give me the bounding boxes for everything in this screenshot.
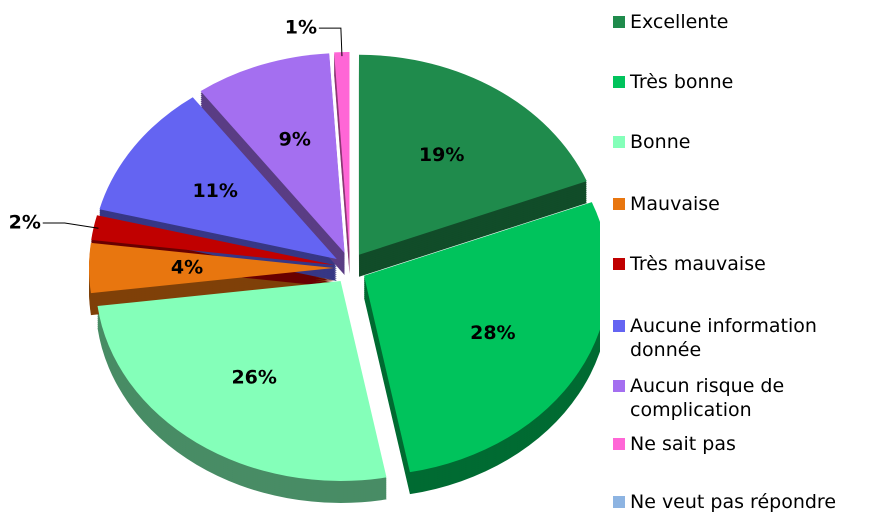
legend-item: Très mauvaise: [613, 252, 888, 276]
leader-line: [318, 27, 343, 57]
data-label: 11%: [192, 180, 237, 202]
legend-swatch: [613, 198, 625, 210]
data-label: 9%: [279, 129, 311, 151]
legend-swatch: [613, 136, 625, 148]
data-label: 2%: [9, 212, 41, 234]
slice: [88, 242, 334, 294]
data-label: 19%: [419, 144, 464, 166]
legend-swatch: [613, 380, 625, 392]
legend-label: Aucun risque de complication: [630, 375, 785, 421]
legend-label: Très mauvaise: [630, 253, 766, 275]
slice-tops: [88, 52, 600, 481]
legend-item: Ne sait pas: [613, 432, 888, 456]
legend-swatch: [613, 320, 625, 332]
data-label: 4%: [171, 257, 203, 279]
slice: [364, 202, 600, 473]
legend-item: Ne veut pas répondre: [613, 490, 888, 514]
legend-swatch: [613, 258, 625, 270]
legend-item: Bonne: [613, 130, 888, 154]
legend-swatch: [613, 496, 625, 508]
legend-label: Excellente: [630, 11, 729, 33]
legend-item: Très bonne: [613, 70, 888, 94]
chart: 19% 28% 26% 4% 2% 11% 9% 1%: [9, 17, 600, 503]
legend-item: Aucune information donnée: [613, 314, 888, 362]
labels: 19% 28% 26% 4% 2% 11% 9% 1%: [9, 17, 516, 389]
legend-label: Mauvaise: [630, 193, 720, 215]
slice: [97, 280, 387, 481]
leader-line: [42, 222, 99, 229]
slice: [91, 215, 335, 266]
slice: [358, 54, 587, 255]
legend-label: Très bonne: [630, 71, 734, 93]
data-label: 28%: [470, 322, 515, 344]
legend-label: Ne veut pas répondre: [630, 491, 837, 513]
legend-swatch: [613, 76, 625, 88]
legend-item: Mauvaise: [613, 192, 888, 216]
legend-label: Ne sait pas: [630, 433, 736, 455]
data-label: 26%: [231, 367, 276, 389]
data-label: 1%: [285, 17, 317, 39]
legend-item: Excellente: [613, 10, 888, 34]
legend-swatch: [613, 16, 625, 28]
slice: [200, 53, 345, 253]
legend-swatch: [613, 438, 625, 450]
legend-label: Aucune information donnée: [630, 315, 817, 361]
slice: [334, 52, 350, 253]
legend-label: Bonne: [630, 131, 691, 153]
slice: [99, 97, 337, 260]
legend-item: Aucun risque de complication: [613, 374, 888, 422]
